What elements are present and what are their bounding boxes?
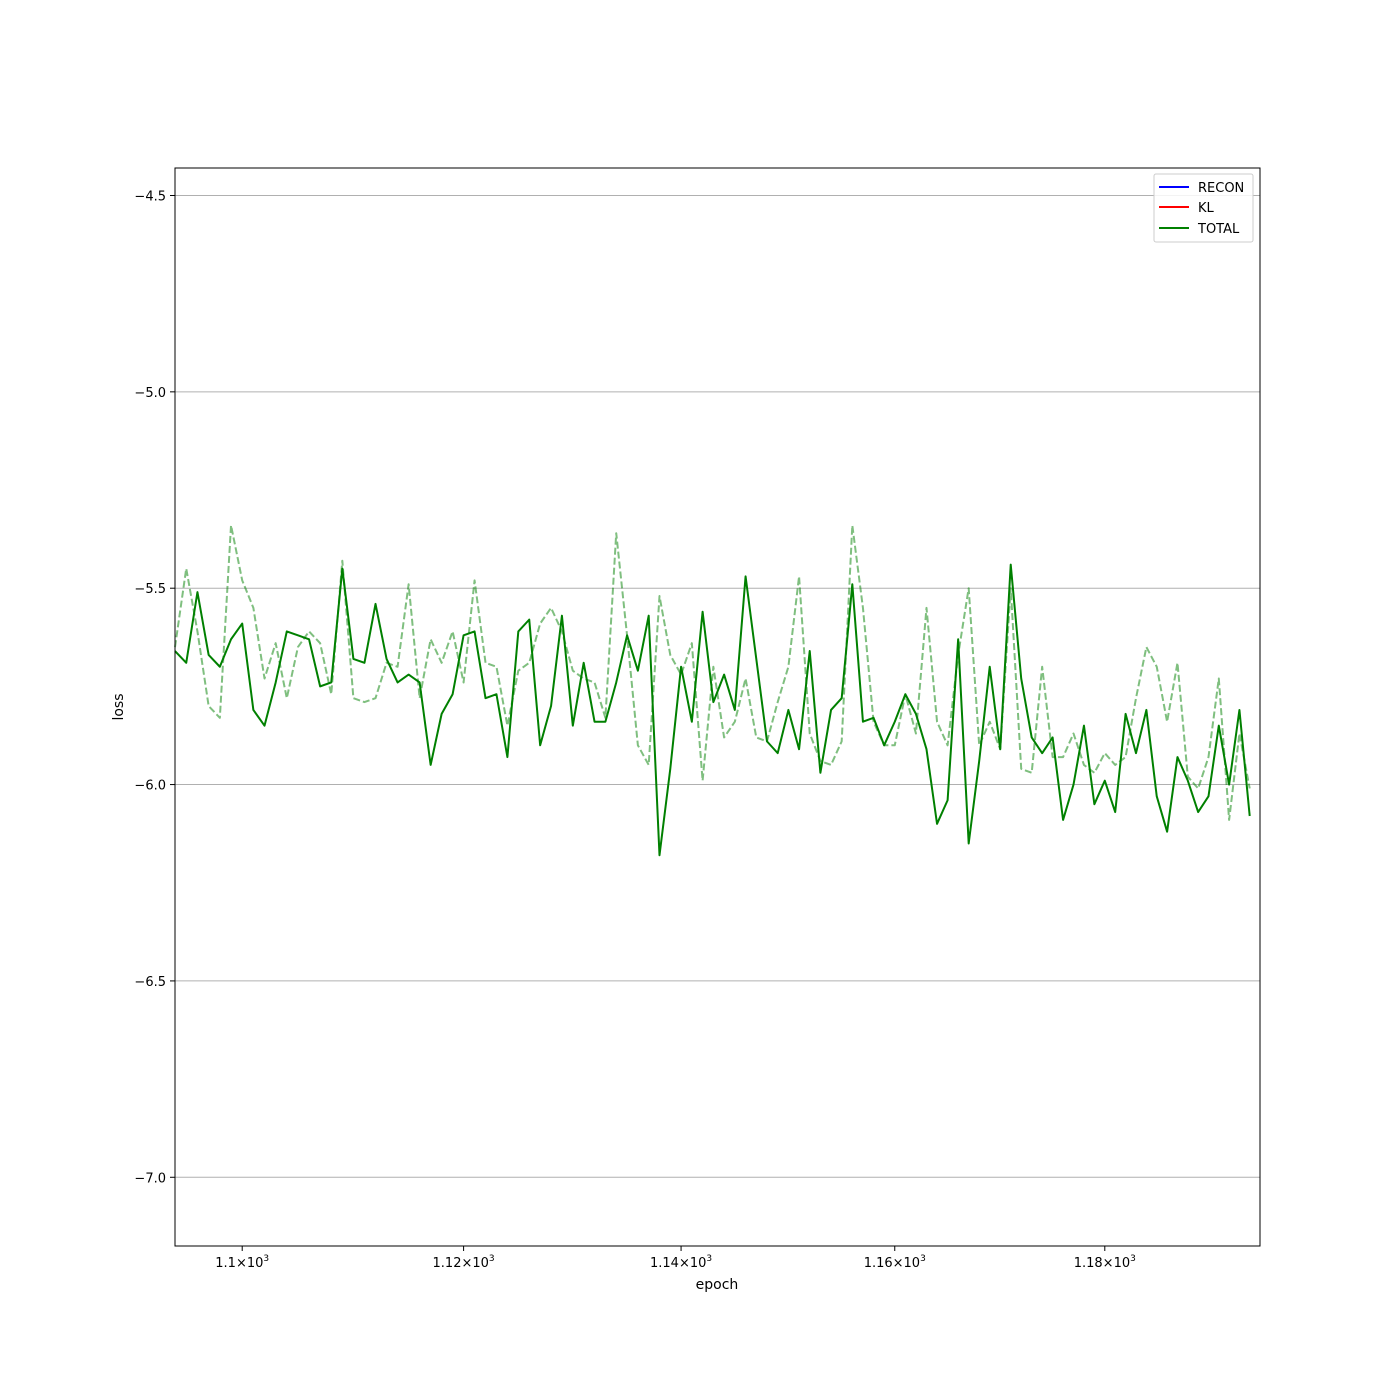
y-tick-label: −6.0 (134, 779, 166, 794)
x-tick-exponent: 3 (706, 1254, 712, 1264)
x-tick-label: 1.1×103 (215, 1254, 269, 1271)
x-tick-times: ×10 (236, 1256, 263, 1271)
x-tick-mantissa: 1.16 (864, 1256, 893, 1271)
legend: RECON KL TOTAL (1153, 173, 1254, 243)
y-axis-ticks: −4.5 −5.0 −5.5 −6.0 −6.5 −7.0 (134, 189, 175, 1186)
legend-label-recon: RECON (1198, 181, 1244, 196)
x-axis-label: epoch (696, 1277, 739, 1293)
x-tick-label: 1.16×103 (864, 1254, 926, 1271)
x-tick-mantissa: 1.12 (433, 1256, 462, 1271)
x-tick-times: ×10 (1103, 1256, 1130, 1271)
x-tick-mantissa: 1.1 (215, 1256, 236, 1271)
x-tick-label: 1.18×103 (1074, 1254, 1136, 1271)
legend-label-kl: KL (1198, 201, 1215, 216)
x-tick-label: 1.14×103 (650, 1254, 712, 1271)
grid-lines (175, 194, 1260, 1178)
y-tick-label: −6.5 (134, 975, 166, 990)
x-tick-times: ×10 (893, 1256, 920, 1271)
y-tick-label: −4.5 (134, 189, 166, 204)
y-tick-label: −5.0 (134, 386, 166, 401)
y-axis-label: loss (111, 693, 127, 720)
x-tick-exponent: 3 (920, 1254, 926, 1264)
y-tick-label: −5.5 (134, 582, 166, 597)
x-axis-ticks: 1.1×103 1.12×103 1.14×103 1.16×103 1.18×103 (215, 1246, 1136, 1271)
series-lines (174, 524, 1251, 857)
x-tick-times: ×10 (461, 1256, 488, 1271)
legend-label-total: TOTAL (1197, 222, 1240, 237)
x-tick-times: ×10 (679, 1256, 706, 1271)
x-tick-label: 1.12×103 (433, 1254, 495, 1271)
total-series-line (174, 563, 1251, 857)
plot-frame (174, 167, 1261, 1247)
legend-box (1153, 173, 1254, 243)
x-tick-mantissa: 1.14 (650, 1256, 679, 1271)
y-tick-label: −7.0 (134, 1171, 166, 1186)
x-tick-exponent: 3 (263, 1254, 269, 1264)
x-tick-exponent: 3 (1130, 1254, 1136, 1264)
total-dashed-series-line (174, 524, 1251, 821)
x-tick-mantissa: 1.18 (1074, 1256, 1103, 1271)
x-tick-exponent: 3 (489, 1254, 495, 1264)
